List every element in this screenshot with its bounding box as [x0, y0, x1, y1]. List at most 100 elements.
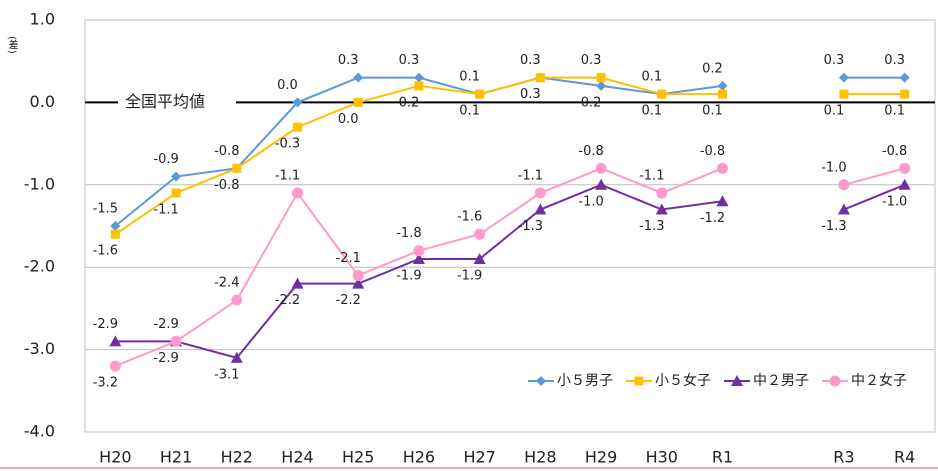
value-label: -0.8 [700, 144, 725, 159]
value-label: -1.5 [93, 202, 118, 217]
x-tick-label: H26 [403, 448, 435, 467]
value-label: 0.3 [399, 53, 420, 68]
y-tick-label: 1.0 [30, 10, 55, 29]
value-label: -1.1 [639, 169, 664, 184]
value-label: -2.2 [336, 293, 361, 308]
marker [412, 252, 425, 264]
marker [595, 178, 608, 190]
marker [829, 375, 841, 387]
value-label: -1.8 [396, 226, 421, 241]
marker [717, 162, 728, 174]
value-label: 0.2 [702, 61, 723, 76]
value-label: 0.0 [277, 78, 298, 93]
value-label: 0.3 [520, 87, 541, 102]
y-tick-label: -2.0 [24, 257, 55, 276]
value-label: -1.9 [457, 268, 482, 283]
marker [232, 163, 242, 173]
legend-label: 中２女子 [851, 372, 907, 389]
value-label: 0.3 [338, 53, 359, 68]
marker [292, 187, 303, 199]
marker [634, 376, 644, 386]
legend-label: 小５女子 [655, 372, 711, 389]
marker [718, 89, 727, 99]
value-label: -2.9 [153, 351, 178, 366]
x-tick-label: H25 [342, 448, 374, 467]
value-label: 0.1 [459, 104, 480, 119]
x-tick-label: R1 [712, 448, 733, 467]
marker [535, 73, 545, 83]
value-label: -0.8 [882, 144, 907, 159]
y-tick-label: 0.0 [30, 92, 55, 111]
value-label: -1.3 [639, 219, 664, 234]
marker [900, 89, 910, 99]
marker [474, 228, 486, 240]
value-label: 0.1 [884, 104, 905, 119]
marker [899, 162, 911, 174]
value-label: -1.3 [518, 219, 543, 234]
value-label: -2.1 [336, 251, 361, 266]
marker [899, 72, 910, 83]
y-tick-label: -4.0 [24, 422, 55, 441]
value-label: 0.1 [459, 70, 480, 85]
legend-label: 中２男子 [753, 373, 809, 389]
annotation: 全国平均値 [125, 92, 205, 111]
value-label: -0.8 [214, 178, 239, 193]
value-label: -2.4 [214, 276, 239, 291]
value-label: 0.1 [641, 70, 662, 85]
value-label: 0.2 [581, 95, 602, 110]
marker [109, 360, 121, 372]
marker [352, 269, 364, 281]
marker [414, 81, 424, 91]
value-label: -1.6 [457, 210, 482, 225]
marker [413, 245, 425, 257]
value-label: -1.1 [518, 169, 543, 184]
value-label: 0.0 [338, 112, 359, 127]
value-label: -0.8 [578, 144, 603, 159]
x-tick-label: H24 [281, 448, 313, 467]
marker [657, 89, 667, 99]
value-label: -3.2 [93, 376, 118, 391]
value-label: -1.0 [882, 194, 907, 209]
x-tick-label: H22 [221, 448, 253, 467]
legend-label: 小５男子 [557, 373, 613, 389]
value-label: 0.3 [884, 53, 905, 68]
x-tick-label: H30 [646, 448, 678, 467]
marker [473, 252, 486, 264]
x-tick-label: H29 [585, 448, 617, 467]
marker [170, 335, 182, 347]
plot-area [84, 19, 936, 433]
marker [231, 294, 243, 306]
marker [293, 122, 302, 132]
x-tick-label: H20 [99, 448, 131, 467]
value-label: 0.1 [824, 104, 845, 119]
marker [838, 179, 850, 191]
marker [110, 229, 120, 239]
marker [536, 376, 546, 386]
marker [291, 277, 304, 289]
y-tick-label: -1.0 [24, 174, 55, 193]
marker [352, 277, 365, 289]
marker [353, 97, 363, 107]
value-label: -0.8 [214, 144, 239, 159]
value-label: -0.3 [275, 137, 300, 152]
marker [413, 72, 424, 83]
x-tick-label: R4 [894, 448, 915, 467]
value-label: 0.1 [641, 104, 662, 119]
marker [534, 187, 546, 199]
value-label: -3.1 [214, 367, 239, 382]
value-label: -1.1 [153, 203, 178, 218]
x-tick-label: R3 [833, 448, 854, 467]
value-label: -1.0 [578, 194, 603, 209]
marker [353, 72, 364, 83]
value-label: -1.1 [275, 169, 300, 184]
x-tick-label: H27 [463, 448, 495, 467]
value-label: -2.9 [93, 317, 118, 332]
marker [595, 162, 607, 174]
marker [596, 73, 606, 83]
marker [837, 203, 850, 215]
value-label: -1.3 [821, 219, 846, 234]
marker [475, 89, 485, 99]
marker [656, 187, 668, 199]
